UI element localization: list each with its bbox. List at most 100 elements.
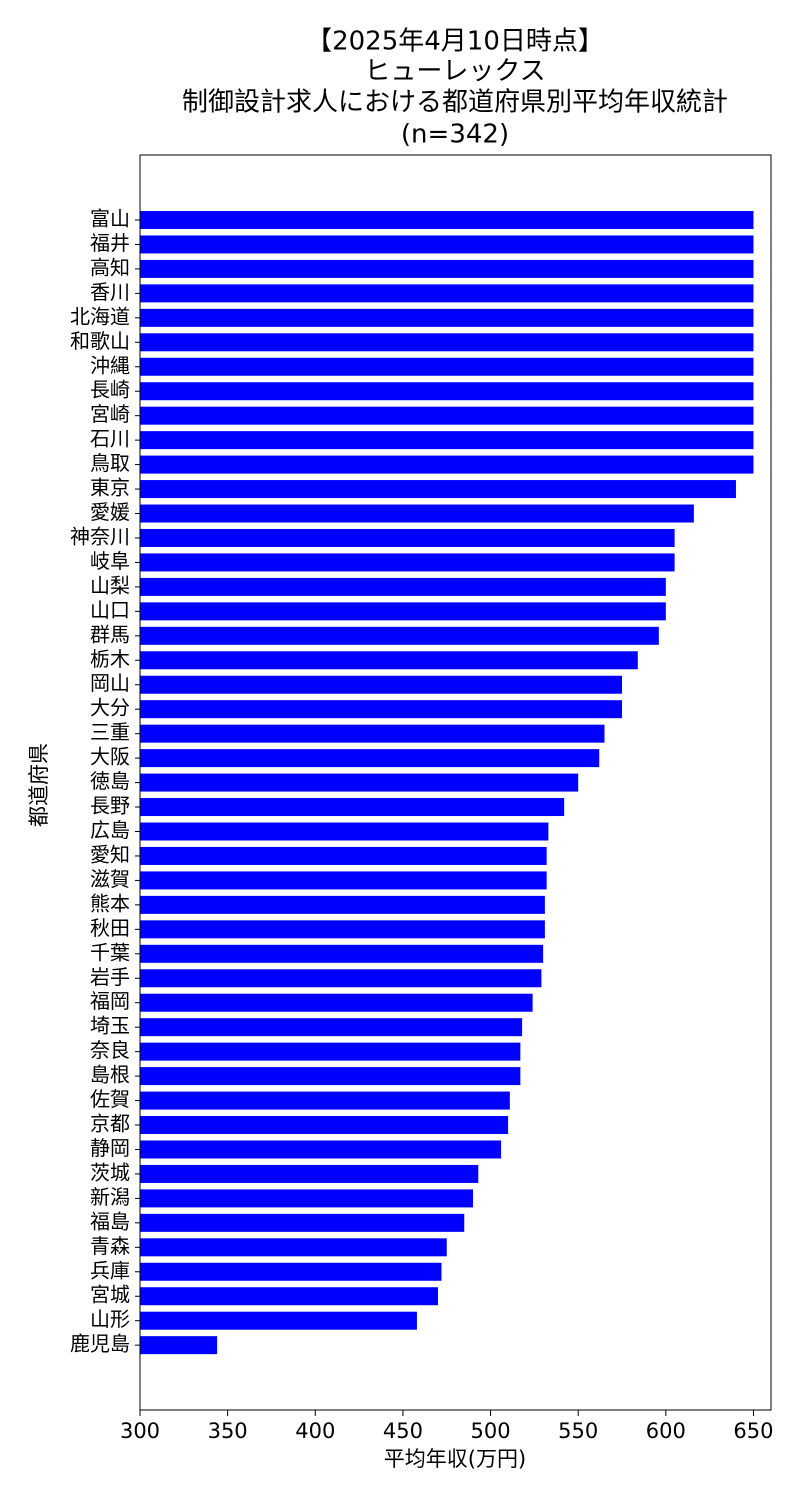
- y-tick-label: 兵庫: [90, 1258, 130, 1282]
- bar: [140, 1238, 447, 1257]
- bar: [140, 235, 754, 254]
- y-tick-label: 長崎: [90, 378, 130, 402]
- y-tick-label: 青森: [90, 1234, 130, 1258]
- x-axis-label: 平均年収(万円): [384, 1447, 526, 1471]
- bar: [140, 920, 545, 939]
- y-tick-label: 岩手: [90, 965, 130, 989]
- bar: [140, 773, 579, 792]
- bar: [140, 431, 754, 450]
- x-tick-label: 600: [646, 1419, 686, 1443]
- bar: [140, 504, 694, 523]
- x-tick-label: 300: [120, 1419, 160, 1443]
- bar: [140, 1189, 474, 1208]
- y-tick-label: 大阪: [90, 745, 130, 769]
- y-tick-label: 徳島: [90, 769, 130, 793]
- bar: [140, 1042, 521, 1061]
- bar: [140, 1311, 417, 1330]
- y-tick-label: 和歌山: [70, 329, 130, 353]
- y-tick-label: 愛知: [90, 842, 130, 866]
- x-tick-label: 550: [558, 1419, 598, 1443]
- y-tick-label: 山形: [90, 1307, 130, 1331]
- y-axis-label: 都道府県: [27, 743, 51, 827]
- bar: [140, 798, 565, 817]
- bar: [140, 1262, 442, 1281]
- y-tick-label: 千葉: [90, 940, 130, 964]
- y-tick-label: 佐賀: [90, 1087, 130, 1111]
- y-tick-label: 山口: [90, 598, 130, 622]
- y-tick-label: 北海道: [70, 304, 130, 328]
- bar: [140, 1116, 509, 1135]
- bar: [140, 528, 675, 547]
- bar: [140, 895, 545, 914]
- y-tick-label: 広島: [90, 818, 130, 842]
- y-tick-label: 長野: [90, 794, 130, 818]
- bar: [140, 724, 605, 743]
- bar: [140, 1140, 502, 1159]
- y-tick-label: 埼玉: [90, 1014, 130, 1038]
- y-tick-label: 沖縄: [90, 353, 130, 377]
- y-tick-label: 高知: [90, 255, 130, 279]
- y-tick-label: 富山: [90, 207, 130, 231]
- y-tick-label: 香川: [90, 280, 130, 304]
- y-tick-label: 奈良: [90, 1038, 130, 1062]
- y-tick-label: 京都: [90, 1112, 130, 1136]
- x-tick-label: 450: [383, 1419, 423, 1443]
- bar: [140, 1213, 465, 1232]
- y-tick-label: 東京: [90, 476, 130, 500]
- bar: [140, 675, 623, 694]
- bar: [140, 944, 544, 963]
- chart-title: 【2025年4月10日時点】: [306, 27, 604, 57]
- bar: [140, 1164, 479, 1183]
- y-tick-label: 神奈川: [70, 524, 130, 548]
- bar: [140, 1336, 218, 1355]
- y-tick-label: 三重: [90, 720, 130, 744]
- y-tick-label: 秋田: [90, 916, 130, 940]
- bar: [140, 455, 754, 474]
- y-tick-label: 栃木: [90, 647, 130, 671]
- x-tick-label: 650: [733, 1419, 773, 1443]
- y-tick-label: 宮崎: [90, 402, 130, 426]
- bar: [140, 259, 754, 278]
- chart-title: ヒューレックス: [364, 57, 545, 87]
- bar: [140, 284, 754, 303]
- bar: [140, 993, 533, 1012]
- bar: [140, 1287, 438, 1306]
- y-tick-label: 福岡: [90, 989, 130, 1013]
- bar: [140, 333, 754, 352]
- y-tick-label: 茨城: [90, 1160, 130, 1184]
- y-tick-label: 鹿児島: [70, 1332, 130, 1356]
- y-tick-label: 鳥取: [90, 451, 130, 475]
- y-tick-label: 宮城: [90, 1283, 130, 1307]
- y-tick-label: 群馬: [90, 622, 130, 646]
- x-tick-label: 400: [295, 1419, 335, 1443]
- bar: [140, 969, 542, 988]
- y-tick-label: 福島: [90, 1209, 130, 1233]
- bar: [140, 1018, 523, 1037]
- bar: [140, 480, 736, 499]
- bar: [140, 553, 675, 572]
- bar: [140, 406, 754, 425]
- y-tick-label: 福井: [90, 231, 130, 255]
- bar: [140, 700, 623, 719]
- y-tick-label: 山梨: [90, 573, 130, 597]
- y-tick-label: 石川: [90, 427, 130, 451]
- y-tick-label: 岡山: [90, 671, 130, 695]
- bar: [140, 357, 754, 376]
- bar: [140, 846, 547, 865]
- bar: [140, 602, 666, 621]
- y-tick-label: 新潟: [90, 1185, 130, 1209]
- bar: [140, 1091, 510, 1110]
- x-tick-label: 500: [471, 1419, 511, 1443]
- y-tick-label: 岐阜: [90, 549, 130, 573]
- bar: [140, 211, 754, 229]
- y-tick-label: 静岡: [90, 1136, 130, 1160]
- chart-title: 制御設計求人における都道府県別平均年収統計: [182, 88, 728, 118]
- y-tick-label: 愛媛: [90, 500, 130, 524]
- bar: [140, 871, 547, 890]
- y-tick-label: 滋賀: [90, 867, 130, 891]
- y-tick-label: 熊本: [90, 891, 130, 915]
- bar: [140, 308, 754, 327]
- chart-title: (n=342): [401, 120, 509, 150]
- bar: [140, 651, 638, 670]
